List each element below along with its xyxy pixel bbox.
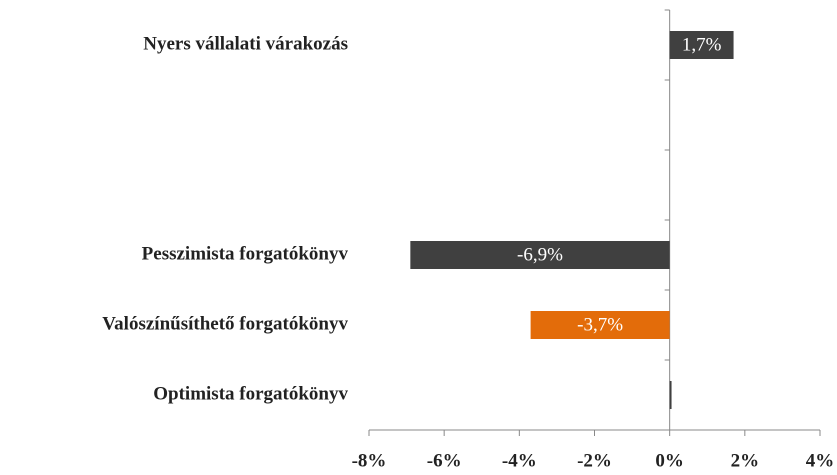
x-tick-label: -6% — [427, 450, 462, 471]
category-label: Pesszimista forgatókönyv — [142, 243, 349, 264]
bar — [410, 241, 670, 269]
category-label: Optimista forgatókönyv — [153, 383, 348, 404]
x-tick-label: 4% — [806, 450, 835, 471]
x-tick-label: -2% — [577, 450, 612, 471]
x-tick-label: -8% — [352, 450, 387, 471]
category-label: Valószínűsíthető forgatókönyv — [102, 313, 348, 334]
category-label: Nyers vállalati várakozás — [143, 33, 348, 54]
x-tick-label: 2% — [731, 450, 760, 471]
value-label: -3,7% — [577, 314, 623, 335]
x-tick-label: -4% — [502, 450, 537, 471]
bar — [530, 311, 670, 339]
bar — [669, 381, 672, 409]
value-label: -6,9% — [517, 244, 563, 265]
x-tick-label: 0% — [655, 450, 684, 471]
value-label: 1,7% — [682, 34, 722, 55]
bar — [669, 31, 734, 59]
